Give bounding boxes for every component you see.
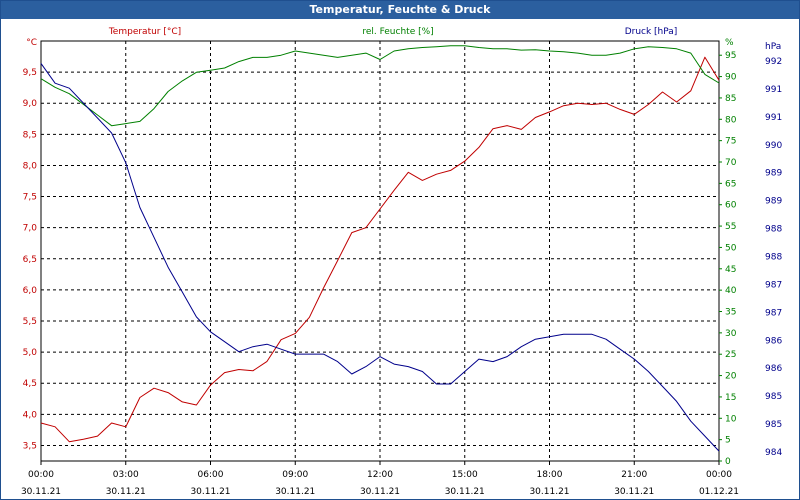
humidity-series-line <box>40 45 720 127</box>
humidity-tick-label: 55 <box>725 222 736 232</box>
pressure-tick-label: 989 <box>765 197 782 207</box>
temperature-axis-title: Temperatur [°C] <box>108 27 181 37</box>
x-tick-label-date: 30.11.21 <box>529 487 569 497</box>
x-tick-label-time: 12:00 <box>367 470 393 480</box>
pressure-tick-label: 986 <box>765 336 782 346</box>
left-tick-label: 8,0 <box>23 161 38 171</box>
left-tick-label: 6,0 <box>23 286 38 296</box>
pressure-tick-label: 986 <box>765 364 782 374</box>
humidity-tick-label: 45 <box>725 265 736 275</box>
x-tick-label-date: 30.11.21 <box>21 487 61 497</box>
pressure-tick-label: 990 <box>765 141 782 151</box>
left-tick-label: 6,5 <box>23 255 37 265</box>
humidity-tick-label: 0 <box>725 457 731 467</box>
pressure-tick-label: 984 <box>765 448 782 458</box>
left-tick-label: 4,5 <box>23 379 37 389</box>
x-tick-label-time: 18:00 <box>537 470 563 480</box>
x-tick-label-time: 03:00 <box>113 470 139 480</box>
pressure-axis-unit: hPa <box>765 42 781 52</box>
pressure-tick-label: 988 <box>765 225 782 235</box>
humidity-tick-label: 70 <box>725 158 737 168</box>
humidity-axis-title: rel. Feuchte [%] <box>362 27 433 37</box>
humidity-tick-label: 25 <box>725 350 736 360</box>
left-tick-label: 8,5 <box>23 130 37 140</box>
x-tick-label-date: 01.12.21 <box>699 487 739 497</box>
pressure-tick-label: 987 <box>765 280 782 290</box>
humidity-axis-unit: % <box>725 38 734 48</box>
pressure-tick-label: 987 <box>765 308 782 318</box>
humidity-tick-label: 90 <box>725 73 737 83</box>
left-tick-label: 3,5 <box>23 441 37 451</box>
left-tick-label: 5,5 <box>23 317 37 327</box>
pressure-tick-label: 985 <box>765 392 782 402</box>
left-tick-label: 9,5 <box>23 68 37 78</box>
pressure-tick-label: 991 <box>765 85 782 95</box>
humidity-tick-label: 30 <box>725 329 737 339</box>
x-tick-label-date: 30.11.21 <box>190 487 230 497</box>
x-tick-label-time: 00:00 <box>706 470 732 480</box>
humidity-tick-label: 40 <box>725 286 737 296</box>
left-axis-unit: °C <box>26 38 37 48</box>
pressure-axis-title: Druck [hPa] <box>625 27 678 37</box>
humidity-tick-label: 75 <box>725 137 736 147</box>
x-tick-label-date: 30.11.21 <box>614 487 654 497</box>
humidity-tick-label: 10 <box>725 414 737 424</box>
humidity-tick-label: 5 <box>725 436 731 446</box>
x-tick-label-time: 21:00 <box>621 470 647 480</box>
pressure-tick-label: 988 <box>765 253 782 263</box>
temperature-series-line <box>40 56 720 443</box>
x-tick-label-time: 00:00 <box>28 470 54 480</box>
left-tick-label: 7,0 <box>23 224 38 234</box>
humidity-tick-label: 20 <box>725 372 737 382</box>
x-tick-label-date: 30.11.21 <box>275 487 315 497</box>
humidity-tick-label: 65 <box>725 179 736 189</box>
x-tick-label-date: 30.11.21 <box>360 487 400 497</box>
pressure-series-line <box>40 63 720 452</box>
humidity-tick-label: 95 <box>725 51 736 61</box>
x-tick-label-time: 09:00 <box>282 470 308 480</box>
humidity-tick-label: 85 <box>725 94 736 104</box>
left-tick-label: 4,0 <box>23 410 38 420</box>
pressure-tick-label: 985 <box>765 420 782 430</box>
x-tick-label-date: 30.11.21 <box>445 487 485 497</box>
left-tick-label: 7,5 <box>23 193 37 203</box>
x-tick-label-date: 30.11.21 <box>106 487 146 497</box>
window-title: Temperatur, Feuchte & Druck <box>1 1 799 19</box>
x-tick-label-time: 15:00 <box>452 470 478 480</box>
pressure-tick-label: 992 <box>765 57 782 67</box>
humidity-tick-label: 80 <box>725 115 737 125</box>
pressure-tick-label: 991 <box>765 113 782 123</box>
pressure-tick-label: 989 <box>765 169 782 179</box>
humidity-tick-label: 60 <box>725 201 737 211</box>
humidity-tick-label: 15 <box>725 393 736 403</box>
x-tick-label-time: 06:00 <box>198 470 224 480</box>
humidity-tick-label: 50 <box>725 243 737 253</box>
left-tick-label: 9,0 <box>23 99 38 109</box>
left-tick-label: 5,0 <box>23 348 38 358</box>
humidity-tick-label: 35 <box>725 308 736 318</box>
